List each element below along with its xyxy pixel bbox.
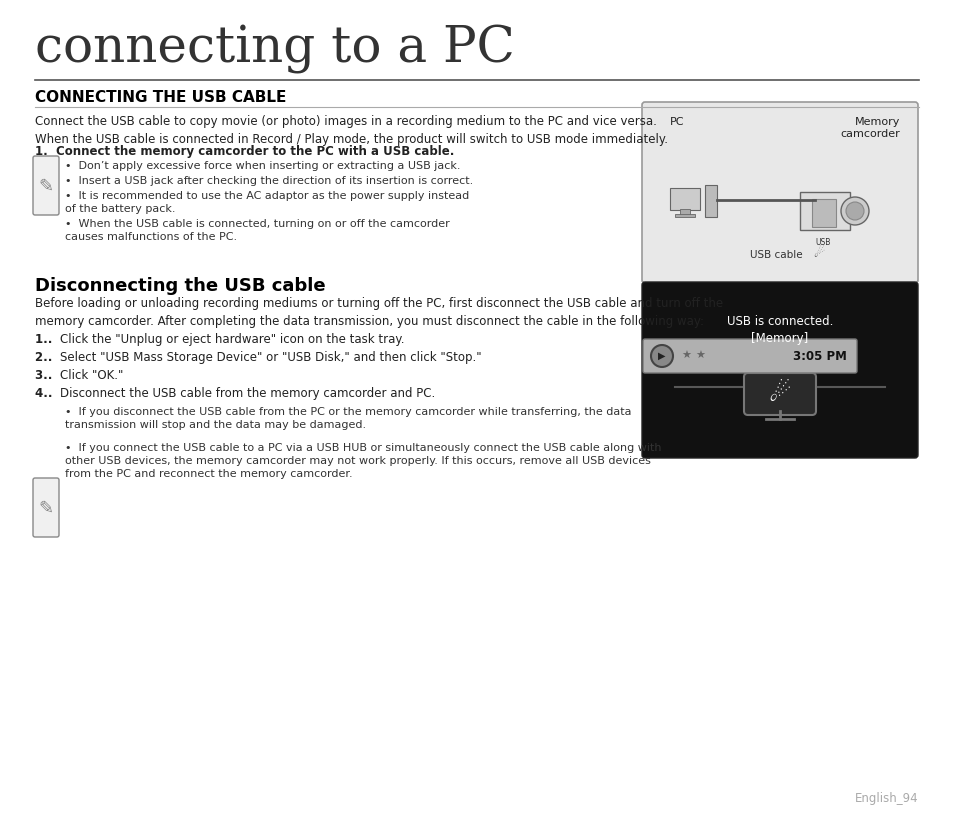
Text: Select "USB Mass Storage Device" or "USB Disk," and then click "Stop.": Select "USB Mass Storage Device" or "USB… <box>60 351 481 364</box>
Text: USB: USB <box>814 238 829 247</box>
Text: •  It is recommended to use the AC adaptor as the power supply instead
of the ba: • It is recommended to use the AC adapto… <box>65 191 469 214</box>
Text: Disconnect the USB cable from the memory camcorder and PC.: Disconnect the USB cable from the memory… <box>60 387 435 400</box>
Text: Click "OK.": Click "OK." <box>60 369 123 382</box>
Text: ★: ★ <box>695 351 704 361</box>
Bar <box>669 188 700 210</box>
Text: CONNECTING THE USB CABLE: CONNECTING THE USB CABLE <box>35 90 286 105</box>
Text: Before loading or unloading recording mediums or turning off the PC, first disco: Before loading or unloading recording me… <box>35 297 722 328</box>
Text: 1..: 1.. <box>35 333 61 346</box>
Text: USB cable: USB cable <box>749 250 801 260</box>
Text: ▶: ▶ <box>658 351 665 361</box>
FancyBboxPatch shape <box>743 373 815 415</box>
Circle shape <box>841 197 868 225</box>
FancyBboxPatch shape <box>642 339 856 373</box>
Text: Click the "Unplug or eject hardware" icon on the task tray.: Click the "Unplug or eject hardware" ico… <box>60 333 404 346</box>
Text: •  If you connect the USB cable to a PC via a USB HUB or simultaneously connect : • If you connect the USB cable to a PC v… <box>65 443 660 479</box>
FancyBboxPatch shape <box>33 478 59 537</box>
Text: English_94: English_94 <box>855 792 918 805</box>
Bar <box>679 209 689 215</box>
Text: connecting to a PC: connecting to a PC <box>35 25 515 74</box>
Bar <box>811 199 835 227</box>
Text: •  When the USB cable is connected, turning on or off the camcorder
causes malfu: • When the USB cable is connected, turni… <box>65 219 449 243</box>
Circle shape <box>845 202 863 220</box>
Text: •  Don’t apply excessive force when inserting or extracting a USB jack.: • Don’t apply excessive force when inser… <box>65 161 460 171</box>
Text: PC: PC <box>669 117 684 127</box>
Text: 1.  Connect the memory camcorder to the PC with a USB cable.: 1. Connect the memory camcorder to the P… <box>35 145 454 158</box>
Text: ☄: ☄ <box>768 382 790 406</box>
Text: •  Insert a USB jack after checking the direction of its insertion is correct.: • Insert a USB jack after checking the d… <box>65 176 473 186</box>
Text: 4..: 4.. <box>35 387 61 400</box>
FancyBboxPatch shape <box>641 282 917 458</box>
Text: USB is connected.: USB is connected. <box>726 315 832 328</box>
Text: ✎: ✎ <box>38 500 53 518</box>
Text: Connect the USB cable to copy movie (or photo) images in a recording medium to t: Connect the USB cable to copy movie (or … <box>35 115 667 146</box>
Text: Disconnecting the USB cable: Disconnecting the USB cable <box>35 277 325 295</box>
Text: ★: ★ <box>680 351 690 361</box>
Text: 2..: 2.. <box>35 351 61 364</box>
Text: ✎: ✎ <box>38 178 53 196</box>
Bar <box>800 192 849 230</box>
FancyBboxPatch shape <box>33 156 59 215</box>
Text: •  If you disconnect the USB cable from the PC or the memory camcorder while tra: • If you disconnect the USB cable from t… <box>65 407 631 430</box>
Bar <box>704 185 717 217</box>
Text: 3:05 PM: 3:05 PM <box>792 350 846 362</box>
Bar <box>675 214 695 217</box>
Text: Memory
camcorder: Memory camcorder <box>840 117 899 139</box>
Circle shape <box>650 345 672 367</box>
FancyBboxPatch shape <box>641 102 917 283</box>
Text: 3..: 3.. <box>35 369 61 382</box>
Text: [Memory]: [Memory] <box>751 332 808 345</box>
Text: ☄: ☄ <box>812 247 823 260</box>
